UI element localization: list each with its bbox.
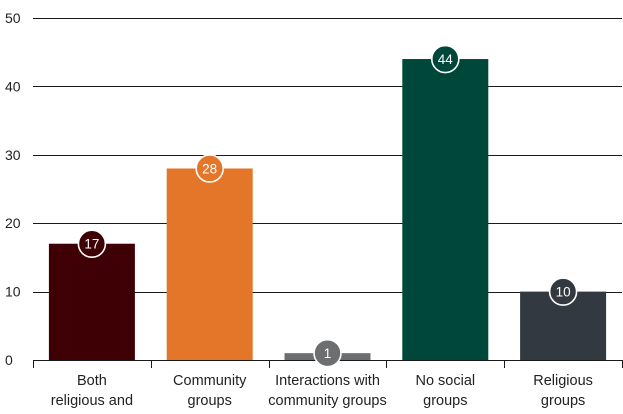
value-badge-circle-1 xyxy=(195,154,224,183)
bar-0 xyxy=(48,243,135,360)
category-label-4-line-1: groups xyxy=(541,393,585,409)
value-badge-2: 1 xyxy=(313,338,342,368)
value-badge-3: 44 xyxy=(430,44,460,74)
bar-3 xyxy=(402,59,489,360)
category-label-0-line-0: Both xyxy=(77,373,107,389)
category-label-0: Both religious and xyxy=(51,373,133,409)
value-label-3: 44 xyxy=(438,52,454,67)
value-badge-4: 10 xyxy=(548,277,578,306)
value-badge-1: 28 xyxy=(195,154,224,183)
value-label-0: 17 xyxy=(84,237,99,252)
y-tick-label-0: 0 xyxy=(5,352,13,368)
value-label-1: 28 xyxy=(202,161,217,176)
category-label-2: Interactions with community groups xyxy=(268,373,386,409)
category-label-4-line-0: Religious xyxy=(533,373,593,389)
y-tick-label-40: 40 xyxy=(5,78,21,94)
category-label-2-line-1: community groups xyxy=(268,393,386,409)
category-label-3: No social groups xyxy=(415,373,475,409)
value-badge-circle-3 xyxy=(430,44,460,74)
value-badge-circle-4 xyxy=(548,277,578,306)
value-labels: 17 28 1 44 10 xyxy=(77,44,578,368)
value-label-4: 10 xyxy=(556,285,571,300)
bar-1 xyxy=(166,168,253,360)
category-label-1-line-0: Community xyxy=(173,373,247,389)
y-tick-label-50: 50 xyxy=(5,10,21,26)
value-badge-circle-2 xyxy=(313,338,342,368)
category-label-1-line-1: groups xyxy=(188,393,232,409)
value-badge-circle-0 xyxy=(77,229,107,259)
value-badge-0: 17 xyxy=(77,229,107,259)
category-label-4: Religious groups xyxy=(533,373,593,409)
value-label-2: 1 xyxy=(324,346,332,361)
y-tick-label-20: 20 xyxy=(5,215,21,231)
y-tick-label-10: 10 xyxy=(5,284,21,300)
category-label-3-line-1: groups xyxy=(423,393,467,409)
y-tick-label-30: 30 xyxy=(5,147,21,163)
category-label-0-line-1: religious and xyxy=(51,393,133,409)
category-label-1: Community groups xyxy=(173,373,247,409)
bars xyxy=(48,59,607,360)
category-label-2-line-0: Interactions with xyxy=(275,373,380,389)
category-labels: Both religious and Community groups Interact… xyxy=(51,373,593,409)
y-axis-tick-labels: 0 10 20 30 40 50 xyxy=(5,10,21,368)
category-label-3-line-0: No social xyxy=(415,373,475,389)
